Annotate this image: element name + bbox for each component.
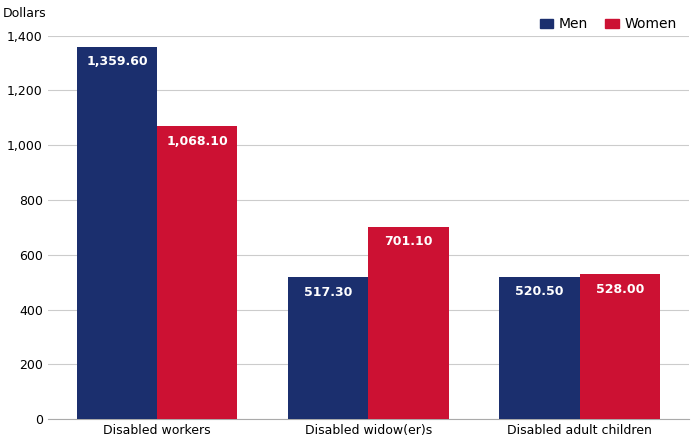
Text: 520.50: 520.50 [515, 285, 564, 298]
Bar [157, 127, 237, 419]
Text: 528.00: 528.00 [596, 283, 644, 296]
Text: Dollars: Dollars [3, 7, 47, 20]
Bar [77, 47, 157, 419]
Bar [499, 277, 580, 419]
Legend: Men, Women: Men, Women [534, 12, 682, 37]
Bar [288, 278, 368, 419]
Text: 701.10: 701.10 [384, 235, 433, 248]
Text: 1,359.60: 1,359.60 [86, 55, 148, 68]
Bar [368, 227, 449, 419]
Bar [580, 274, 660, 419]
Text: 1,068.10: 1,068.10 [166, 135, 228, 148]
Text: 517.30: 517.30 [304, 285, 352, 299]
